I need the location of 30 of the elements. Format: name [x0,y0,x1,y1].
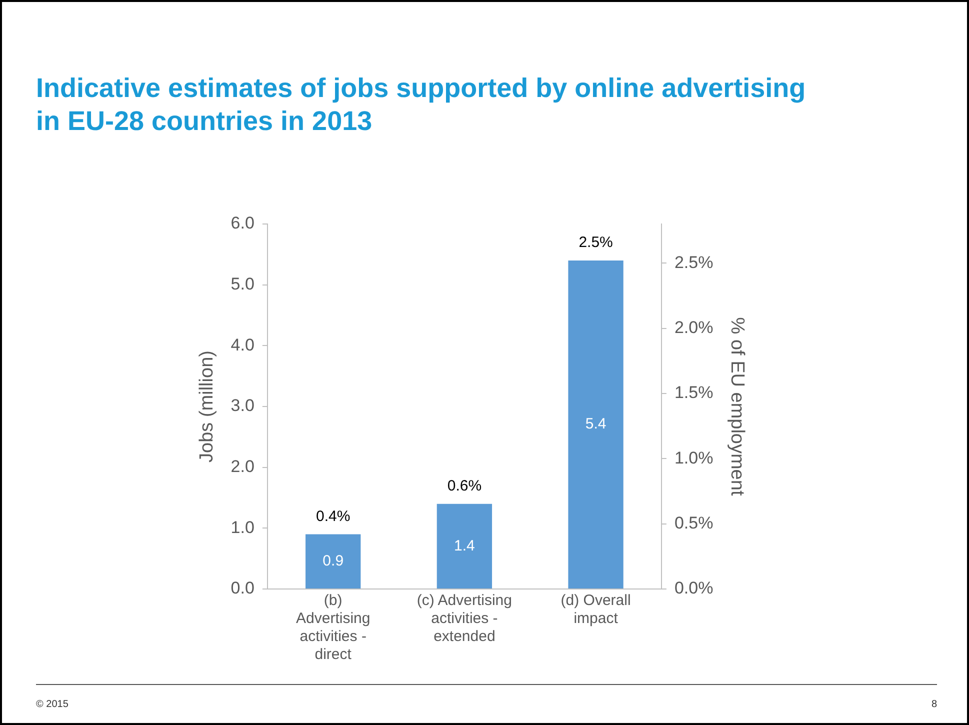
y2-tick-label: 2.5% [674,252,714,272]
y-tick-label: 3.0 [230,396,254,416]
y-tick-label: 0.0 [230,578,254,598]
annotation: 0.4% [316,508,350,525]
y-axis-title: Jobs (million) [196,350,218,462]
data-label: 1.4 [454,537,475,554]
y2-axis-title: % of EU employment [726,317,748,496]
y2-tick-label: 0.5% [674,514,714,533]
y2-tick-label: 0.0% [674,578,714,598]
x-tick-label: (d) Overall impact [560,592,631,628]
y2-tick-label: 2.0% [674,318,714,337]
bar [306,534,361,588]
y2-tick-label: 1.0% [674,448,714,468]
text: © 2015 [36,699,68,710]
chart-title: Indicative estimates of jobs supported by online advertising in EU-28 countries in 2013 [36,72,807,138]
y-tick-label: 6.0 [230,214,254,233]
annotation: 0.6% [447,477,482,494]
bar [568,260,624,588]
y-tick-label: 2.0 [230,457,254,476]
annotation: 2.5% [578,234,613,252]
y-tick-label: 1.0 [230,518,254,537]
x-tick-label: (b) Advertising activities - direct [296,592,370,664]
text: 8 [931,699,937,710]
data-label: 5.4 [585,416,606,433]
y-tick-label: 4.0 [230,335,254,354]
data-label: 0.9 [322,552,344,570]
x-tick-label: (c) Advertising activities - extended [416,592,512,646]
y2-tick-label: 1.5% [674,383,714,402]
bar [436,504,492,588]
y-tick-label: 5.0 [230,274,254,294]
